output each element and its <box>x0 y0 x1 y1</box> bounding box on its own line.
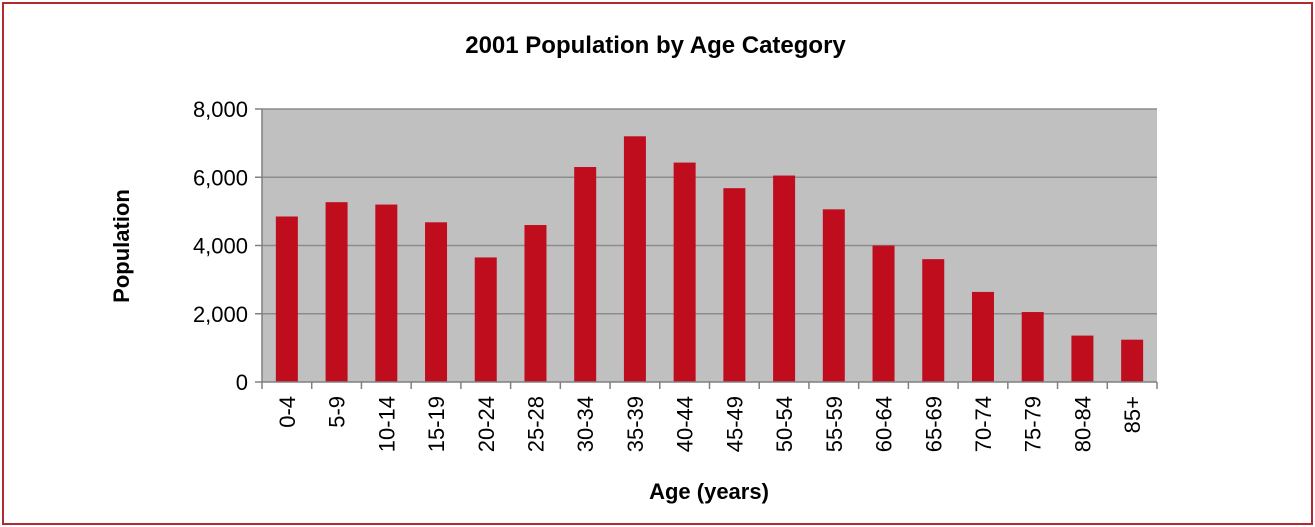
bar-45-49 <box>723 188 746 382</box>
bar-65-69 <box>922 259 945 382</box>
bar-25-28 <box>524 225 547 382</box>
x-tick-label: 5-9 <box>325 396 350 428</box>
bar-80-84 <box>1071 335 1094 382</box>
x-ticks: 0-4 5-9 10-14 15-19 20-24 25-28 30-34 35-39 40-4… <box>261 382 1158 452</box>
x-tick-label: 0-4 <box>275 396 300 428</box>
bar-30-34 <box>574 167 597 382</box>
x-axis-label: Age (years) <box>649 479 769 504</box>
x-tick-label: 40-44 <box>673 396 698 452</box>
y-ticks: 0 2,000 4,000 6,000 8,000 <box>193 97 262 395</box>
x-tick-label: 60-64 <box>872 396 897 452</box>
y-tick-label: 2,000 <box>193 302 248 327</box>
x-tick-label: 85+ <box>1120 396 1145 433</box>
bar-60-64 <box>872 245 895 382</box>
bar-5-9 <box>325 202 348 382</box>
bar-15-19 <box>425 222 448 382</box>
x-tick-label: 30-34 <box>573 396 598 452</box>
x-tick-label: 15-19 <box>424 396 449 452</box>
bar-70-74 <box>971 291 994 382</box>
x-tick-label: 70-74 <box>971 396 996 452</box>
bar-75-79 <box>1021 312 1044 382</box>
y-tick-label: 8,000 <box>193 97 248 122</box>
x-tick-label: 80-84 <box>1070 396 1095 452</box>
bar-0-4 <box>275 216 298 382</box>
bar-50-54 <box>773 175 796 382</box>
x-tick-label: 35-39 <box>623 396 648 452</box>
x-tick-label: 10-14 <box>374 396 399 452</box>
x-tick-label: 65-69 <box>921 396 946 452</box>
x-tick-label: 50-54 <box>772 396 797 452</box>
x-tick-label: 45-49 <box>722 396 747 452</box>
bar-85+ <box>1121 339 1144 382</box>
bar-40-44 <box>673 162 696 382</box>
y-tick-label: 4,000 <box>193 234 248 259</box>
x-tick-label: 55-59 <box>822 396 847 452</box>
y-tick-label: 6,000 <box>193 165 248 190</box>
bars <box>275 136 1144 382</box>
x-tick-label: 20-24 <box>474 396 499 452</box>
gridlines <box>262 108 1157 315</box>
bar-20-24 <box>474 257 497 382</box>
bar-55-59 <box>822 209 845 382</box>
x-tick-label: 25-28 <box>523 396 548 452</box>
chart-title: 2001 Population by Age Category <box>465 32 846 59</box>
y-tick-label: 0 <box>236 370 248 395</box>
bar-10-14 <box>375 204 398 382</box>
x-tick-label: 75-79 <box>1021 396 1046 452</box>
bar-35-39 <box>623 136 646 382</box>
